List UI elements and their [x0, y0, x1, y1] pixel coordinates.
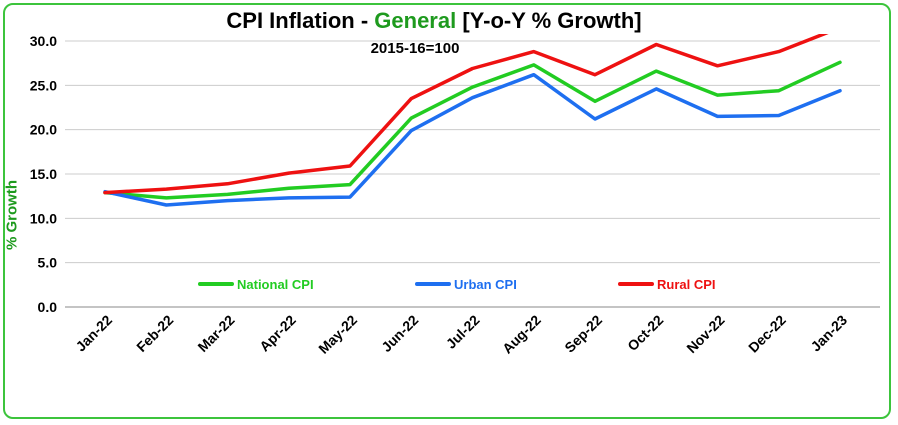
legend-label: Rural CPI [657, 277, 716, 292]
series-line-rural-cpi [103, 34, 829, 195]
gridlines [65, 40, 880, 308]
x-tick-label: Sep-22 [561, 312, 605, 356]
x-tick-label: Jul-22 [443, 312, 483, 352]
y-tick-label: 20.0 [30, 122, 57, 138]
title-highlight: General [374, 8, 457, 33]
y-tick-label: 25.0 [30, 77, 57, 93]
legend: National CPI Urban CPI Rural CPI [198, 277, 716, 292]
x-tick-label: Jan-23 [807, 312, 850, 355]
y-axis-ticks: 0.0 5.0 10.0 15.0 20.0 25.0 30.0 [30, 33, 57, 315]
chart-title: CPI Inflation - General [Y-o-Y % Growth] [0, 8, 868, 34]
y-tick-label: 0.0 [38, 299, 58, 315]
y-tick-label: 30.0 [30, 33, 57, 49]
y-tick-label: 15.0 [30, 166, 57, 182]
x-tick-label: Feb-22 [133, 312, 176, 355]
x-tick-label: Aug-22 [499, 312, 544, 357]
legend-label: Urban CPI [454, 277, 517, 292]
x-tick-label: Jun-22 [378, 312, 421, 355]
x-tick-label: Apr-22 [256, 312, 299, 355]
x-tick-label: May-22 [315, 312, 360, 357]
series-line-national-cpi [103, 60, 842, 200]
y-tick-label: 10.0 [30, 210, 57, 226]
x-tick-label: Dec-22 [745, 312, 789, 356]
x-tick-label: Mar-22 [194, 312, 237, 355]
chart-frame [3, 3, 891, 419]
x-tick-label: Jan-22 [72, 312, 115, 355]
series-lines [103, 34, 842, 207]
x-axis-ticks: Jan-22 Feb-22 Mar-22 Apr-22 May-22 Jun-22 Jul-… [72, 312, 850, 357]
title-prefix: CPI Inflation - [226, 8, 375, 33]
x-tick-label: Nov-22 [683, 312, 727, 356]
y-tick-label: 5.0 [38, 255, 58, 271]
series-line-urban-cpi [103, 72, 842, 207]
title-suffix: [Y-o-Y % Growth] [456, 8, 642, 33]
chart-subtitle: 2015-16=100 [370, 40, 460, 57]
legend-label: National CPI [237, 277, 314, 292]
x-tick-label: Oct-22 [624, 312, 666, 354]
